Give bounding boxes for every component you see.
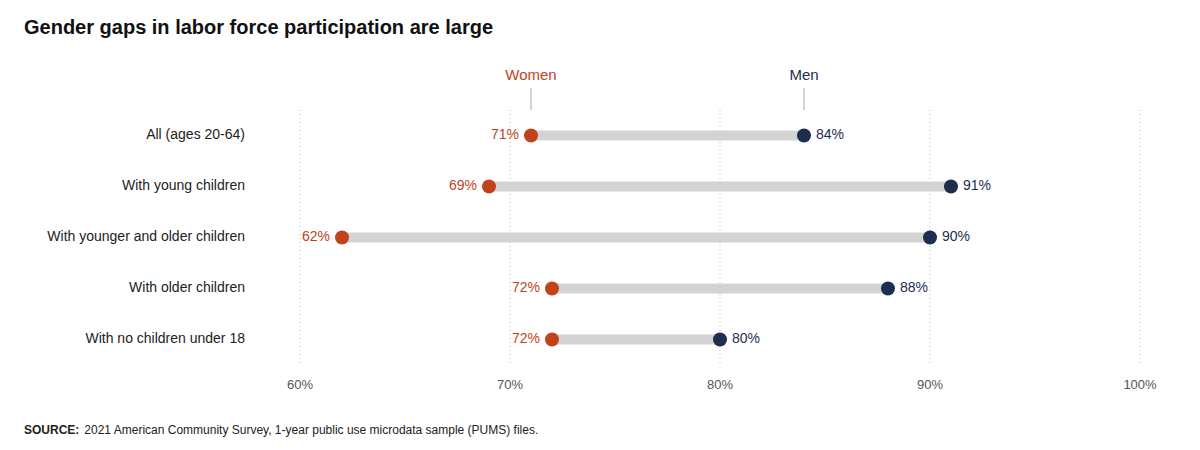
gap-bar — [552, 284, 888, 294]
series-header: Men — [789, 66, 818, 83]
data-label: 88% — [900, 279, 928, 295]
category-label: All (ages 20-64) — [146, 126, 245, 142]
source-text: 2021 American Community Survey, 1-year p… — [84, 423, 538, 437]
x-tick-label: 60% — [287, 377, 313, 392]
source-note: SOURCE: 2021 American Community Survey, 1… — [24, 423, 538, 437]
dot — [335, 231, 349, 245]
source-label: SOURCE: — [24, 423, 79, 437]
data-label: 91% — [963, 177, 991, 193]
x-tick-label: 100% — [1123, 377, 1157, 392]
chart-svg: Gender gaps in labor force participation… — [0, 0, 1200, 450]
gap-bar — [531, 131, 804, 141]
category-label: With older children — [129, 279, 245, 295]
data-label: 69% — [449, 177, 477, 193]
series-header: Women — [505, 66, 556, 83]
data-label: 62% — [302, 228, 330, 244]
dot — [713, 333, 727, 347]
gap-bar — [342, 233, 930, 243]
dot — [881, 282, 895, 296]
data-label: 72% — [512, 330, 540, 346]
dot — [482, 180, 496, 194]
category-label: With no children under 18 — [85, 330, 245, 346]
dot — [944, 180, 958, 194]
grid-line — [1140, 110, 1141, 365]
data-label: 84% — [816, 126, 844, 142]
dot — [524, 129, 538, 143]
category-label: With younger and older children — [47, 228, 245, 244]
category-label: With young children — [122, 177, 245, 193]
data-label: 90% — [942, 228, 970, 244]
header-tick — [531, 88, 532, 110]
chart-container: Gender gaps in labor force participation… — [0, 0, 1200, 450]
dot — [797, 129, 811, 143]
x-tick-label: 90% — [917, 377, 943, 392]
title: Gender gaps in labor force participation… — [24, 16, 493, 38]
data-label: 72% — [512, 279, 540, 295]
grid — [300, 110, 1140, 365]
data-label: 80% — [732, 330, 760, 346]
data-label: 71% — [491, 126, 519, 142]
header-tick — [804, 88, 805, 110]
dot — [545, 333, 559, 347]
dot — [545, 282, 559, 296]
gap-bar — [552, 335, 720, 345]
x-tick-label: 80% — [707, 377, 733, 392]
gap-bar — [489, 182, 951, 192]
x-tick-label: 70% — [497, 377, 523, 392]
marks — [335, 129, 958, 347]
dot — [923, 231, 937, 245]
grid-line — [300, 110, 301, 365]
